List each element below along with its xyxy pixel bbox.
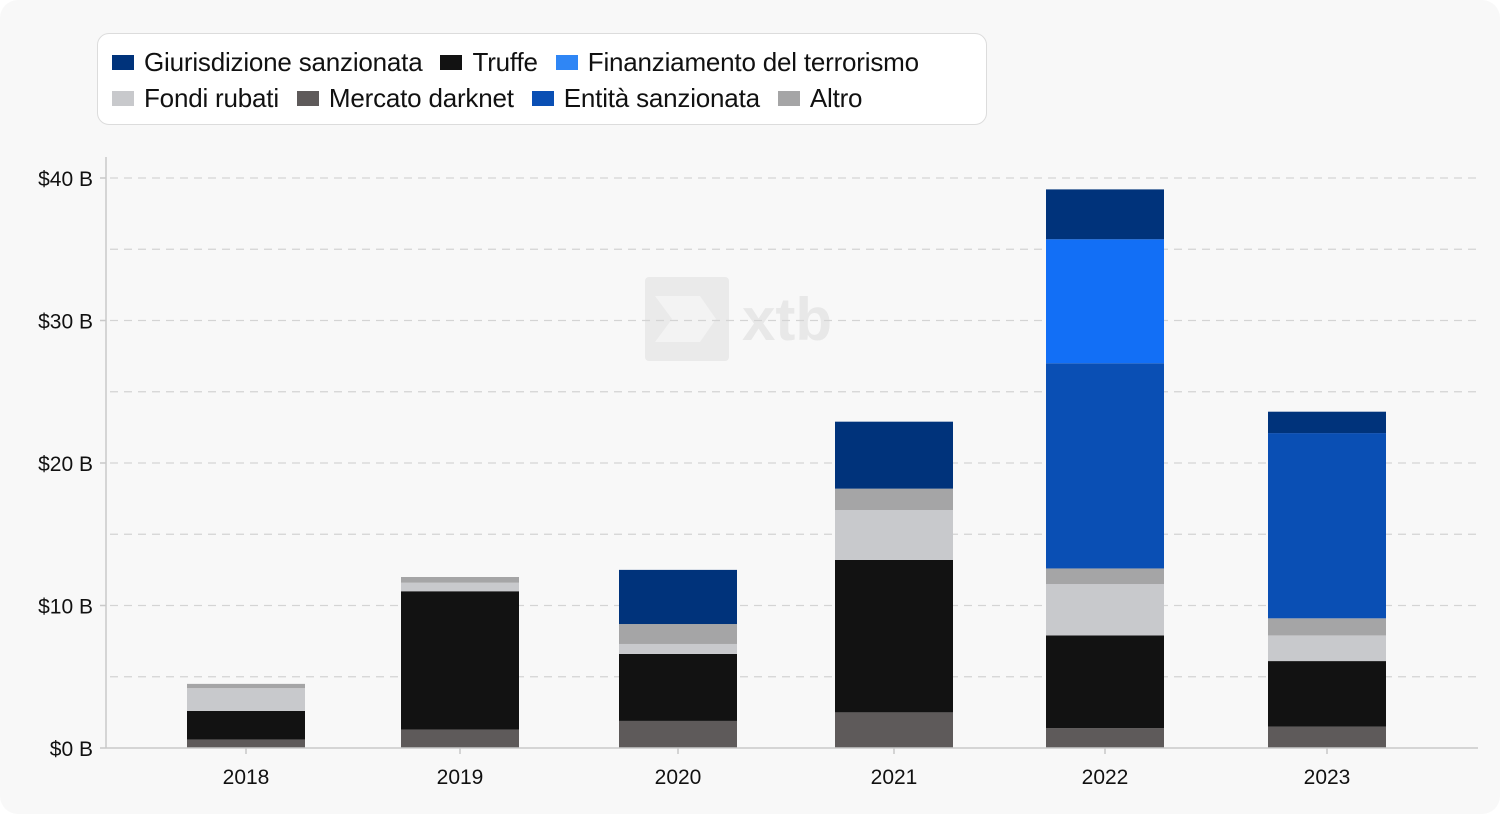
legend-swatch — [296, 90, 319, 106]
bar-segment — [401, 591, 519, 730]
bar-segment — [187, 739, 305, 748]
chart-legend: Giurisdizione sanzionata Truffe Finanzia… — [97, 33, 987, 125]
legend-swatch — [440, 54, 463, 70]
bar-segment — [1268, 411, 1386, 434]
x-tick-label: 2019 — [437, 766, 484, 789]
x-tick-label: 2021 — [871, 766, 918, 789]
bar-segment — [1268, 661, 1386, 727]
bar-segment — [401, 582, 519, 592]
legend-item: Entità sanzionata — [531, 82, 760, 114]
legend-swatch — [531, 90, 554, 106]
bar-segment — [835, 488, 953, 511]
bar-segment — [401, 577, 519, 583]
legend-row-1: Giurisdizione sanzionata Truffe Finanzia… — [112, 44, 972, 80]
bar-segment — [619, 624, 737, 644]
x-tick-label: 2022 — [1082, 766, 1129, 789]
watermark: xtb — [645, 277, 832, 361]
bar-segment — [835, 510, 953, 560]
x-tick-label: 2023 — [1304, 766, 1351, 789]
legend-label: Entità sanzionata — [563, 82, 760, 113]
legend-item: Truffe — [440, 46, 538, 78]
bar-segment — [1268, 726, 1386, 748]
bar-segment — [619, 653, 737, 721]
bar-segment — [1046, 239, 1164, 364]
legend-swatch — [112, 90, 134, 106]
bar-segment — [835, 421, 953, 489]
x-tick-label: 2020 — [655, 766, 702, 789]
bar-segment — [187, 683, 305, 689]
xtb-logo-icon — [655, 296, 716, 342]
legend-item: Giurisdizione sanzionata — [112, 46, 423, 78]
legend-label: Giurisdizione sanzionata — [144, 46, 423, 77]
axes-layer: $0 B $10 B $20 B $30 B $40 B 2018 2019 2020 2021… — [38, 157, 1478, 789]
bar-segment — [1268, 618, 1386, 636]
bar-segment — [1046, 568, 1164, 585]
y-tick-label: $30 B — [38, 311, 93, 334]
legend-swatch — [112, 54, 134, 70]
legend-swatch — [555, 54, 578, 70]
bar-segment — [187, 710, 305, 740]
bars-layer — [187, 189, 1386, 748]
legend-label: Fondi rubati — [144, 82, 279, 113]
bar-segment — [835, 712, 953, 748]
grid-layer — [110, 177, 1478, 678]
bar-segment — [187, 688, 305, 711]
legend-label: Truffe — [472, 46, 538, 77]
bar-segment — [1046, 728, 1164, 748]
bar-segment — [1046, 189, 1164, 240]
legend-item: Finanziamento del terrorismo — [555, 46, 919, 78]
legend-label: Mercato darknet — [328, 82, 514, 113]
y-tick-label: $20 B — [38, 453, 93, 476]
bar-segment — [619, 643, 737, 654]
bar-segment — [619, 569, 737, 625]
legend-swatch — [777, 90, 800, 106]
bar-segment — [1268, 635, 1386, 662]
legend-label: Altro — [809, 82, 863, 113]
legend-item: Altro — [777, 82, 863, 114]
legend-label: Finanziamento del terrorismo — [587, 46, 919, 77]
x-tick-label: 2018 — [223, 766, 270, 789]
legend-item: Fondi rubati — [112, 83, 279, 114]
bar-segment — [835, 559, 953, 713]
y-tick-label: $40 B — [38, 168, 93, 191]
bar-segment — [619, 720, 737, 748]
bar-segment — [1268, 433, 1386, 619]
legend-item: Mercato darknet — [296, 82, 514, 114]
legend-row-2: Fondi rubati Mercato darknet Entità sanz… — [112, 80, 972, 116]
watermark-text: xtb — [742, 286, 832, 353]
bar-segment — [1046, 584, 1164, 636]
bar-segment — [1046, 635, 1164, 729]
bar-segment — [401, 729, 519, 748]
y-tick-label: $10 B — [38, 596, 93, 619]
y-tick-label: $0 B — [50, 738, 93, 761]
bar-segment — [1046, 363, 1164, 569]
